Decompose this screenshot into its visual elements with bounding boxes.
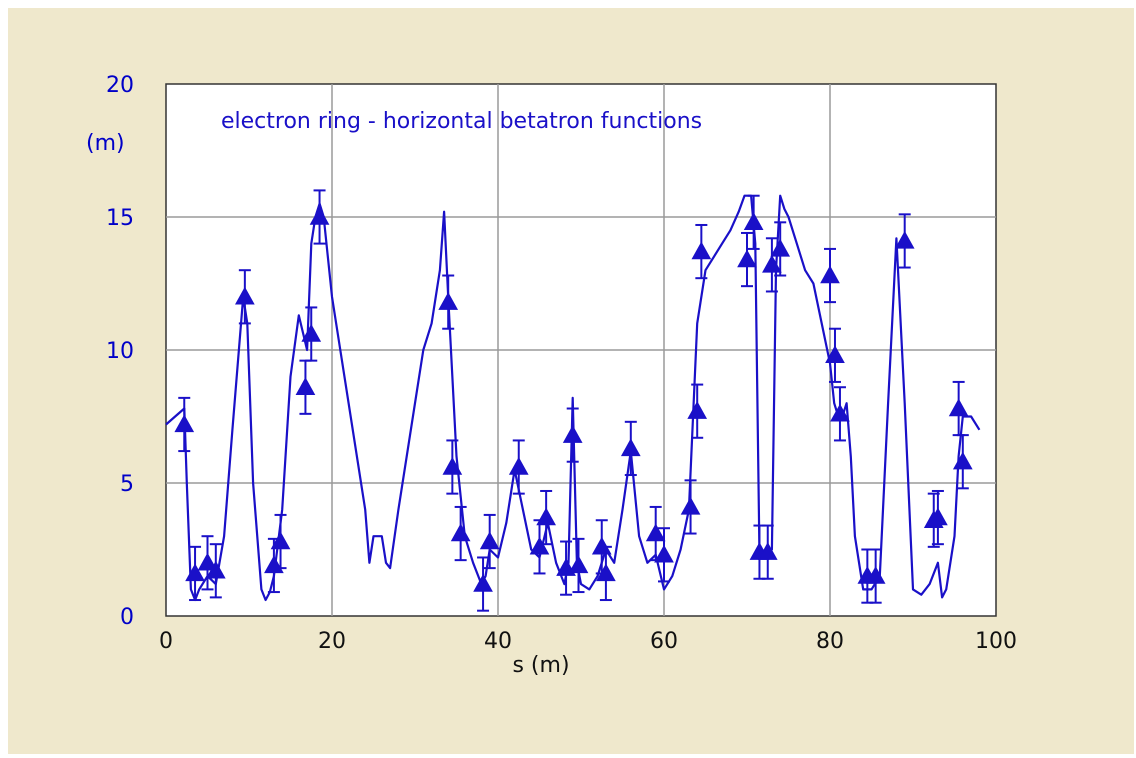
measurement-point <box>568 537 589 594</box>
measurement-point <box>654 527 674 583</box>
triangle-marker <box>205 560 226 579</box>
y-tick-label: 5 <box>120 472 134 497</box>
triangle-marker <box>438 292 459 310</box>
triangle-marker <box>295 377 316 395</box>
triangle-marker <box>508 457 529 475</box>
measurement-point <box>757 524 778 580</box>
measurement-point <box>596 545 616 602</box>
measurement-point <box>536 489 556 546</box>
triangle-marker <box>197 552 218 571</box>
triangle-marker <box>301 324 322 342</box>
measurement-point <box>473 556 493 612</box>
measurement-point <box>508 439 529 495</box>
triangle-marker <box>757 542 778 560</box>
triangle-marker <box>270 531 291 550</box>
triangle-marker <box>596 563 616 582</box>
x-tick-label: 60 <box>650 629 678 654</box>
measurement-point <box>743 194 764 250</box>
triangle-marker <box>568 555 589 574</box>
measurement-point <box>301 306 322 362</box>
measurement-point <box>309 189 330 245</box>
measurement-point <box>438 274 459 330</box>
measurement-point <box>174 396 195 453</box>
measurement-point <box>197 535 218 591</box>
x-tick-label: 0 <box>159 629 173 654</box>
measurement-point <box>185 545 205 602</box>
triangle-marker <box>737 249 757 268</box>
triangle-marker <box>473 574 493 592</box>
triangle-marker <box>529 536 550 555</box>
triangle-marker <box>830 403 850 422</box>
triangle-marker <box>691 241 712 260</box>
measurement-point <box>680 479 701 535</box>
measurement-point <box>270 513 291 570</box>
measurement-point <box>830 386 850 442</box>
measurement-point <box>556 540 576 596</box>
measurement-point <box>205 543 226 599</box>
measurement-point <box>865 548 886 604</box>
triangle-marker <box>562 425 583 443</box>
measurement-point <box>894 213 915 269</box>
measurement-point <box>687 383 708 439</box>
chart-title: electron ring - horizontal betatron func… <box>221 109 702 134</box>
x-tick-label: 20 <box>318 629 346 654</box>
triangle-marker <box>645 523 666 542</box>
triangle-marker <box>762 254 782 273</box>
measurement-point <box>450 505 471 562</box>
triangle-marker <box>952 451 973 470</box>
series-markers-group <box>174 189 973 612</box>
triangle-marker <box>894 230 915 249</box>
measurement-point <box>620 420 641 477</box>
measurement-point <box>737 231 757 288</box>
triangle-marker <box>743 212 764 231</box>
betatron-chart: 0 20 40 60 80 100 0 5 10 15 20 electron ring - hor… <box>86 73 1017 678</box>
measurement-point <box>770 221 791 277</box>
x-tick-label: 40 <box>484 629 512 654</box>
triangle-marker <box>948 398 969 417</box>
grid <box>166 84 996 616</box>
measurement-point <box>820 247 840 304</box>
axis-ticks: 0 20 40 60 80 100 0 5 10 15 20 <box>106 73 1017 654</box>
y-tick-label: 0 <box>120 605 134 630</box>
measurement-point <box>825 327 845 383</box>
triangle-marker <box>174 414 195 433</box>
triangle-marker <box>654 544 674 563</box>
y-tick-label: 15 <box>106 206 134 231</box>
measurement-point <box>235 269 255 325</box>
triangle-marker <box>442 457 463 475</box>
figure-background: 0 20 40 60 80 100 0 5 10 15 20 electron ring - hor… <box>8 8 1134 754</box>
measurement-point <box>762 237 782 293</box>
triangle-marker <box>820 265 840 284</box>
measurement-point <box>691 223 712 280</box>
triangle-marker <box>479 531 500 550</box>
y-axis-label: (m) <box>86 131 125 156</box>
measurement-point <box>948 380 969 437</box>
x-axis-label: s (m) <box>512 653 569 678</box>
triangle-marker <box>450 523 471 542</box>
triangle-marker <box>770 238 791 257</box>
triangle-marker <box>235 286 255 305</box>
triangle-marker <box>865 566 886 584</box>
triangle-marker <box>825 345 845 364</box>
measurement-point <box>562 407 583 463</box>
measurement-point <box>442 439 463 495</box>
triangle-marker <box>536 507 556 526</box>
triangle-marker <box>928 507 948 526</box>
triangle-marker <box>620 438 641 457</box>
triangle-marker <box>687 401 708 419</box>
y-tick-label: 20 <box>106 73 134 98</box>
measurement-point <box>479 513 500 570</box>
triangle-marker <box>309 206 330 225</box>
y-tick-label: 10 <box>106 339 134 364</box>
x-tick-label: 80 <box>816 629 844 654</box>
measurement-point <box>952 434 973 490</box>
measurement-point <box>928 489 948 546</box>
x-tick-label: 100 <box>975 629 1017 654</box>
triangle-marker <box>680 496 701 515</box>
triangle-marker <box>185 563 205 582</box>
